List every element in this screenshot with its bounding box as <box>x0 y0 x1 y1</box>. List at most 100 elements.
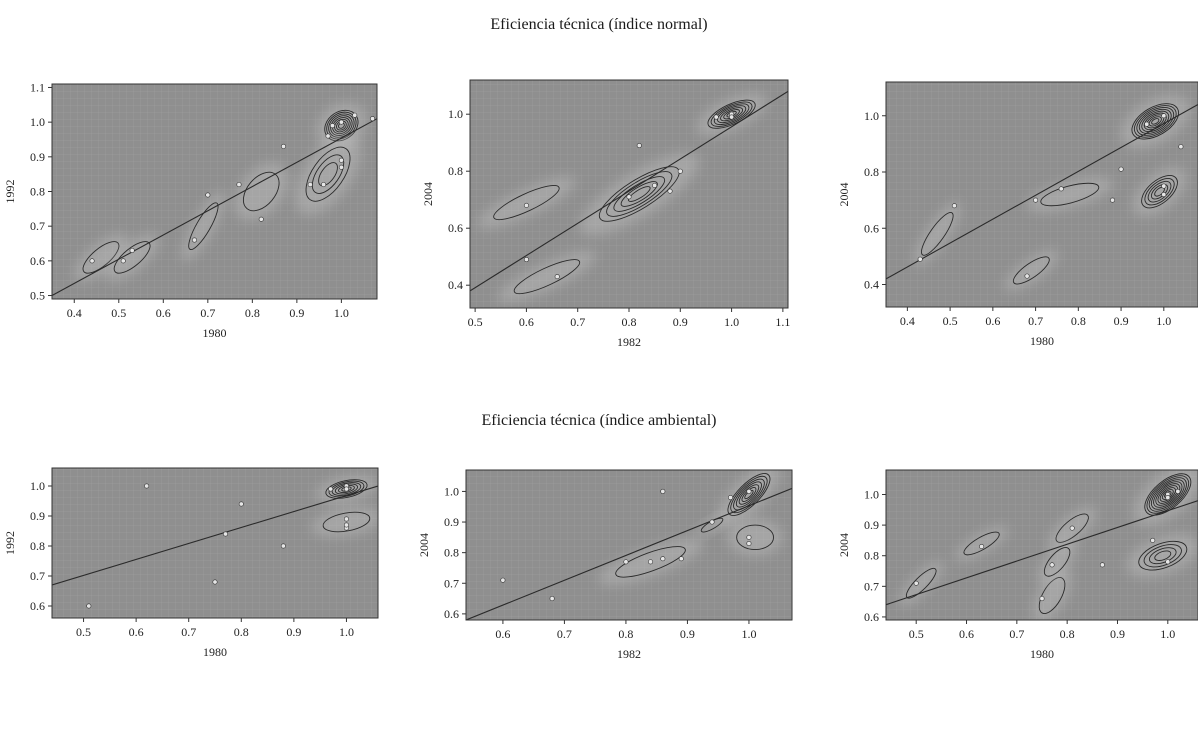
data-point <box>648 559 654 565</box>
data-point <box>677 168 683 174</box>
data-point <box>979 544 985 550</box>
y-axis-label: 2004 <box>837 183 851 207</box>
x-tick-label: 0.8 <box>618 627 633 641</box>
density-contour <box>735 481 762 508</box>
scatter-panel-2: 0.5 0.6 0.7 0.8 0.9 1.0 1.1 0.4 0.6 0.8 1.0 1982 200… <box>421 79 790 349</box>
data-point <box>281 143 287 149</box>
y-tick-label: 0.8 <box>444 546 459 560</box>
plot-frame <box>465 469 793 621</box>
density-contour <box>1159 487 1176 502</box>
density-contour <box>1144 177 1175 206</box>
density-contour <box>322 511 371 533</box>
density-halo <box>1120 94 1191 148</box>
y-tick-label: 0.8 <box>864 165 879 179</box>
x-tick-label: 1.0 <box>339 625 354 639</box>
density-contour <box>328 480 365 498</box>
x-tick-label: 0.5 <box>943 314 958 328</box>
y-tick-label: 1.0 <box>30 479 45 493</box>
density-halo <box>1126 534 1198 578</box>
x-axis-label: 1980 <box>1030 647 1054 661</box>
data-point <box>1175 488 1181 494</box>
density-halo <box>477 176 576 229</box>
density-contour <box>1150 479 1185 510</box>
density-halo <box>1026 177 1114 212</box>
density-contour <box>82 241 120 274</box>
density-contour <box>1133 105 1177 138</box>
density-contour <box>1148 116 1162 127</box>
y-tick-label: 0.8 <box>30 185 45 199</box>
density-contour <box>325 479 368 499</box>
y-axis-label: 2004 <box>421 182 435 206</box>
density-contour <box>1148 477 1187 512</box>
density-halo <box>181 191 226 262</box>
data-point <box>236 182 242 188</box>
y-tick-label: 0.5 <box>30 289 45 303</box>
y-tick-label: 0.9 <box>30 509 45 523</box>
data-point <box>325 133 331 139</box>
x-tick-label: 0.9 <box>289 306 304 320</box>
density-contour <box>716 105 747 124</box>
diagonal-line <box>466 487 792 620</box>
data-point <box>1161 192 1167 198</box>
y-tick-label: 0.9 <box>30 150 45 164</box>
data-point <box>913 580 919 586</box>
x-tick-label: 0.8 <box>1060 627 1075 641</box>
density-contour <box>713 103 750 125</box>
density-contour <box>1157 485 1179 504</box>
data-point <box>1118 166 1124 172</box>
density-contour <box>1141 110 1170 133</box>
data-point <box>328 486 334 492</box>
density-halo <box>295 133 361 215</box>
data-point <box>1161 113 1167 119</box>
x-tick-label: 1.0 <box>741 627 756 641</box>
density-contour <box>318 162 338 187</box>
data-point <box>678 556 684 562</box>
density-halo <box>74 233 128 282</box>
data-point <box>746 540 752 546</box>
data-point <box>321 182 327 188</box>
data-point <box>120 258 126 264</box>
density-halo <box>105 233 160 282</box>
x-tick-label: 0.4 <box>900 314 915 328</box>
density-contour <box>627 186 651 202</box>
data-point <box>709 519 715 525</box>
y-tick-label: 0.6 <box>30 254 45 268</box>
density-contour <box>1055 513 1089 543</box>
x-tick-label: 0.9 <box>680 627 695 641</box>
density-halo <box>727 518 783 556</box>
data-point <box>258 216 264 222</box>
data-point <box>1069 525 1075 531</box>
x-tick-label: 0.6 <box>129 625 144 639</box>
x-tick-label: 0.9 <box>1110 627 1125 641</box>
y-tick-label: 0.9 <box>864 518 879 532</box>
x-tick-label: 0.9 <box>673 315 688 329</box>
density-contour <box>615 546 686 578</box>
density-contour <box>613 176 666 212</box>
y-tick-label: 0.7 <box>864 579 879 593</box>
data-point <box>343 522 349 528</box>
y-tick-label: 0.7 <box>30 569 45 583</box>
x-tick-label: 0.6 <box>959 627 974 641</box>
diagonal-line <box>886 500 1198 606</box>
data-point <box>212 579 218 585</box>
x-tick-label: 0.6 <box>985 314 1000 328</box>
density-contour <box>330 115 353 136</box>
data-point <box>1178 144 1184 150</box>
x-tick-label: 0.6 <box>495 627 510 641</box>
density-contour <box>741 487 757 502</box>
density-contour <box>1143 544 1182 568</box>
x-tick-label: 1.0 <box>334 306 349 320</box>
density-halo <box>579 153 700 235</box>
y-tick-label: 0.8 <box>864 549 879 563</box>
data-point <box>1033 197 1039 203</box>
data-point <box>523 257 529 263</box>
plot-frame <box>51 467 379 619</box>
y-tick-label: 0.4 <box>448 278 463 292</box>
density-contour <box>513 259 581 295</box>
density-contour <box>710 101 753 127</box>
y-tick-label: 1.0 <box>864 109 879 123</box>
x-tick-label: 0.5 <box>111 306 126 320</box>
y-tick-label: 0.4 <box>864 278 879 292</box>
data-point <box>129 247 135 253</box>
scatter-panel-5: 0.6 0.7 0.8 0.9 1.0 0.6 0.7 0.8 0.9 1.0 1982 2004 <box>417 469 793 661</box>
